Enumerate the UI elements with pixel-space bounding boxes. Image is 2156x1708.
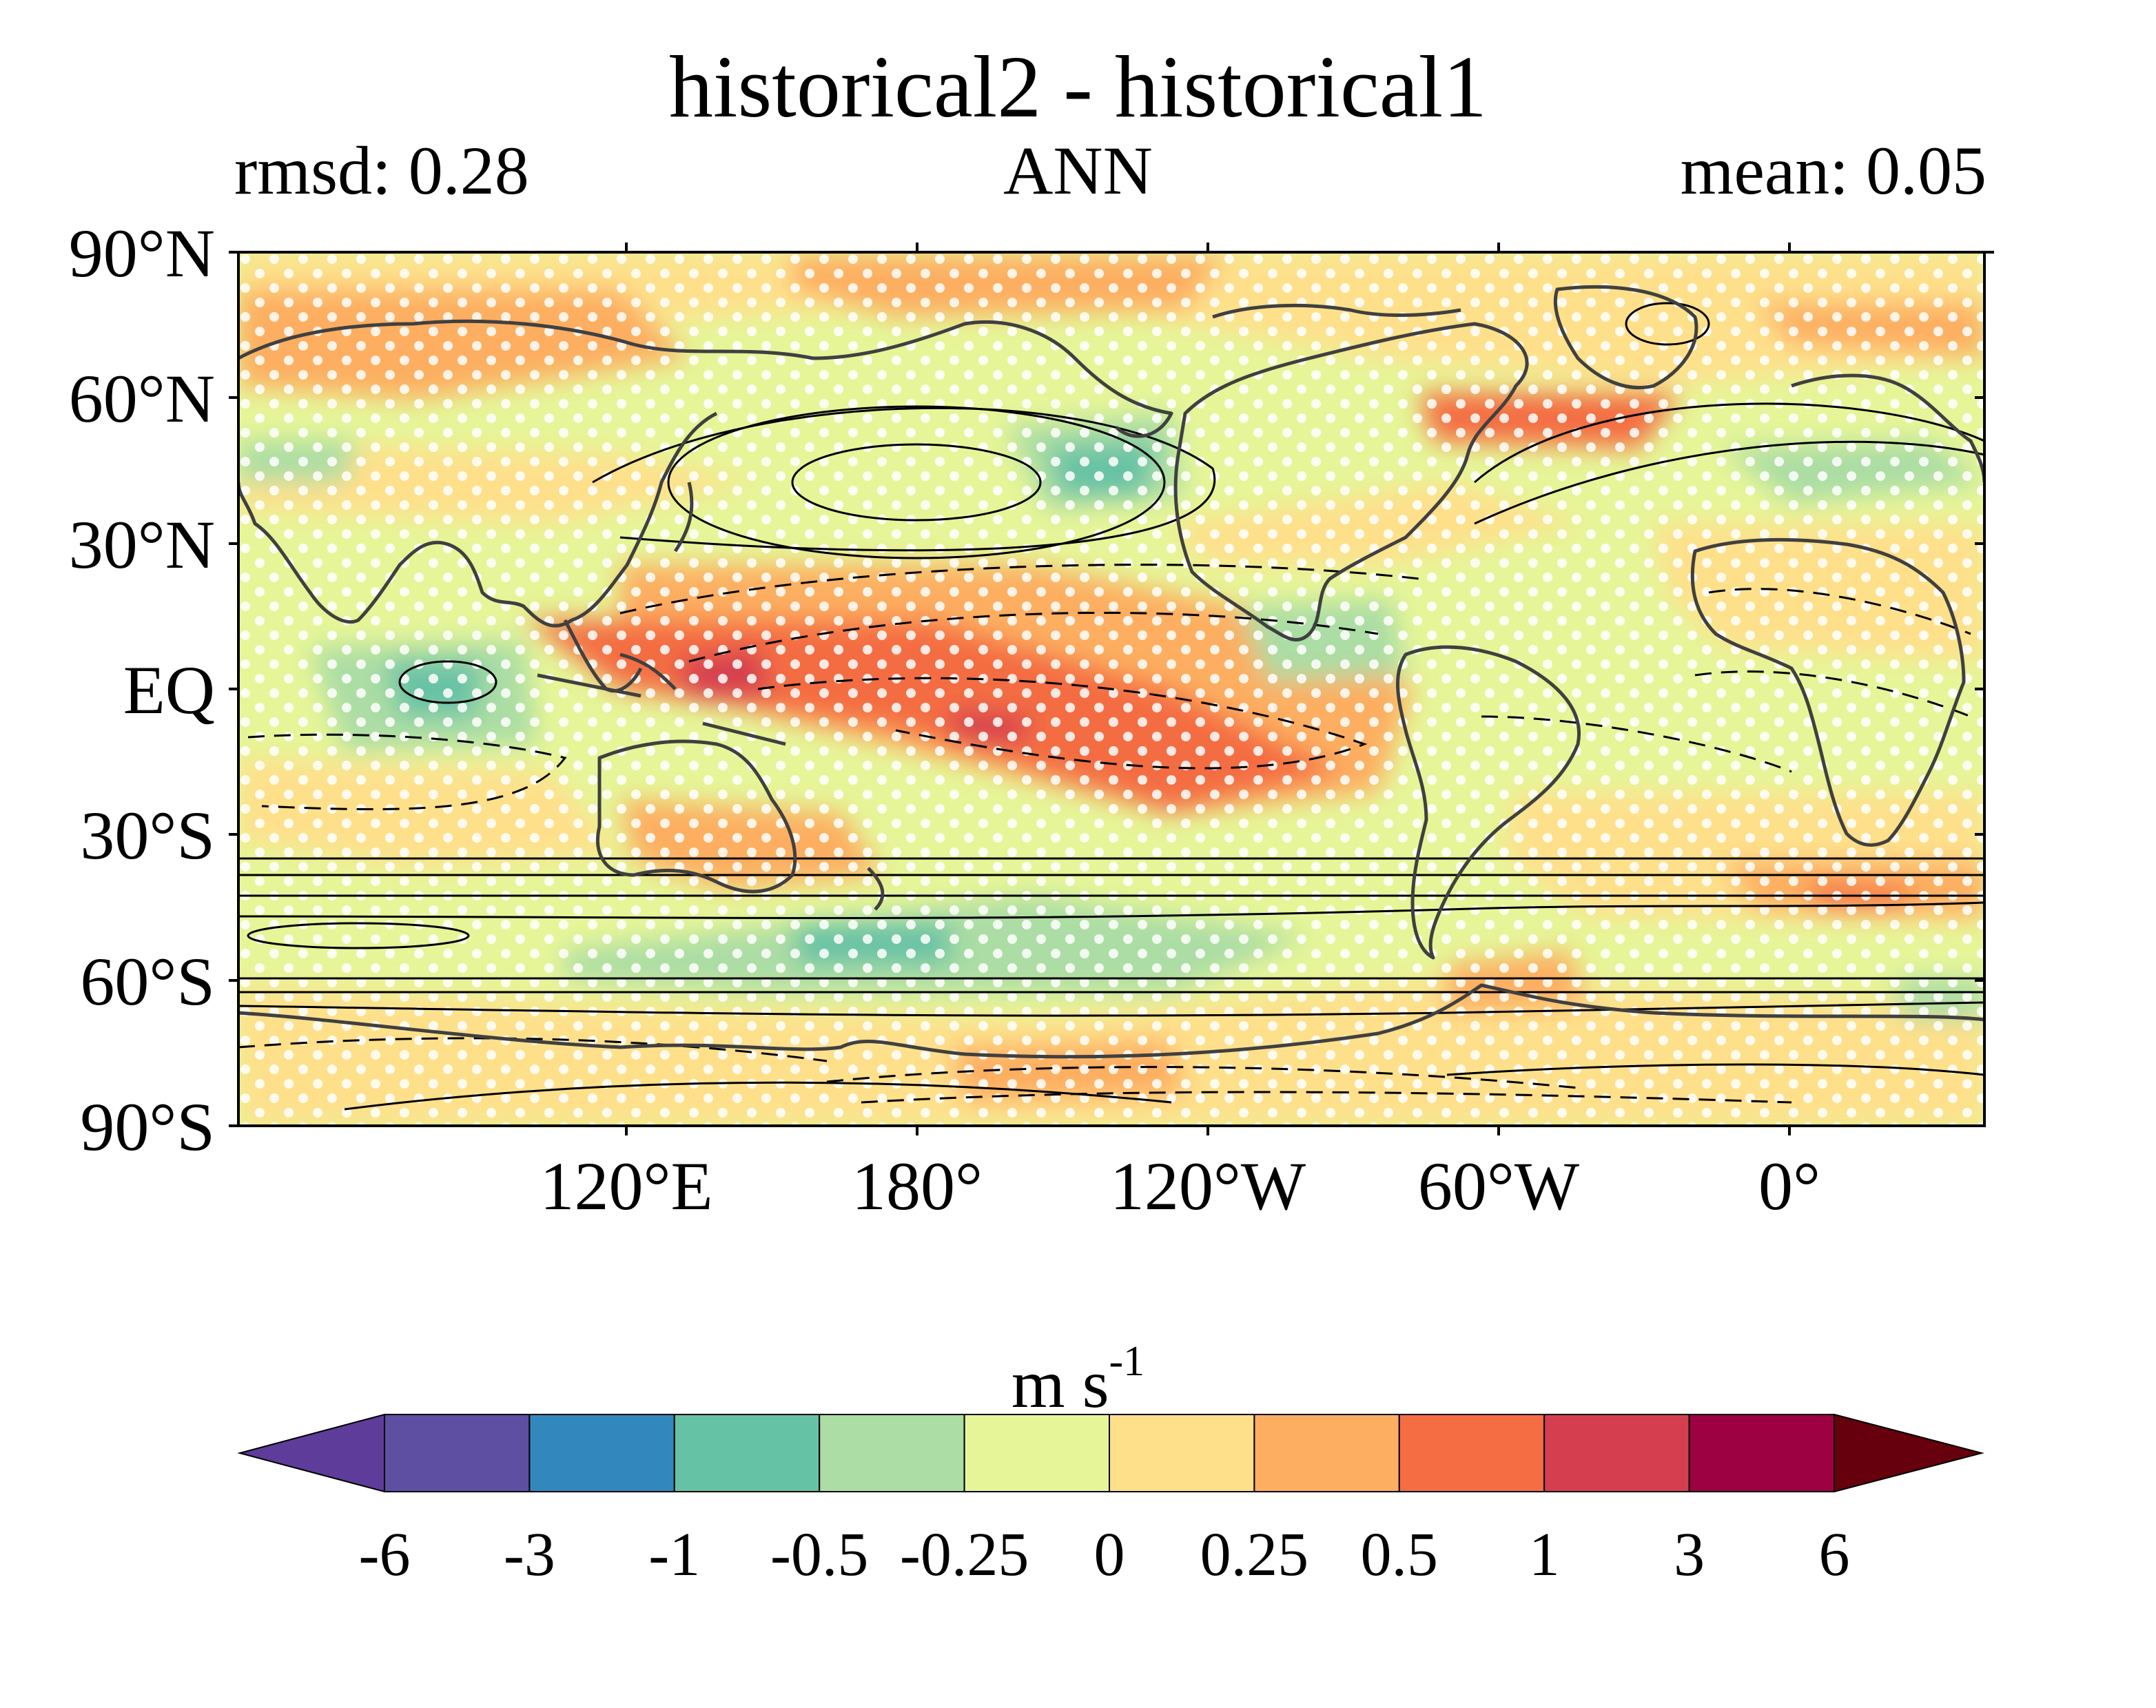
colorbar-extend-high <box>1834 1413 1984 1493</box>
lon-label-0: 0° <box>1758 1148 1820 1224</box>
negative-contour-lines <box>238 564 1971 1104</box>
colorbar-tick-label: -6 <box>358 1521 411 1589</box>
colorbar-segment <box>1253 1414 1400 1492</box>
lat-label-30s: 30°S <box>80 797 215 874</box>
lon-label-120e: 120°E <box>540 1148 713 1224</box>
colorbar-tick-label: -0.25 <box>899 1521 1029 1589</box>
lat-label-60n: 60°N <box>68 360 215 437</box>
colorbar-segment <box>384 1414 531 1492</box>
contour-lines <box>238 302 1984 1111</box>
lon-label-180: 180° <box>852 1148 983 1224</box>
colorbar-tick-label: -0.5 <box>770 1521 869 1589</box>
colorbar-segment <box>673 1414 821 1492</box>
plot-title: historical2 - historical1 <box>668 38 1488 136</box>
colorbar-segment <box>963 1414 1110 1492</box>
lat-label-eq: EQ <box>123 652 215 728</box>
colorbar-tick-label: 0 <box>1094 1521 1125 1589</box>
colorbar-segment <box>1688 1414 1836 1492</box>
lon-label-60w: 60°W <box>1417 1148 1580 1224</box>
colorbar-tick-label: 3 <box>1674 1521 1705 1589</box>
colorbar-tick-label: -3 <box>503 1521 555 1589</box>
colorbar-tick-label: 0.25 <box>1200 1521 1309 1589</box>
colorbar-units-exponent: -1 <box>1109 1338 1145 1385</box>
season-label: ANN <box>1003 132 1153 209</box>
colorbar-units: m s-1 <box>0 1340 2156 1419</box>
coastlines <box>238 285 1984 1059</box>
colorbar-extend-low <box>237 1413 385 1493</box>
colorbar-segment <box>1543 1414 1690 1492</box>
lon-label-120w: 120°W <box>1109 1148 1306 1224</box>
lat-label-60s: 60°S <box>80 943 215 1020</box>
colorbar-segment <box>1398 1414 1546 1492</box>
colorbar-tick-label: -1 <box>648 1521 701 1589</box>
mean-label: mean: 0.05 <box>1680 132 1986 209</box>
map-panel <box>238 252 1984 1126</box>
axis-ticks <box>229 243 1994 1135</box>
rmsd-label: rmsd: 0.28 <box>234 132 529 209</box>
colorbar-segment <box>528 1414 675 1492</box>
colorbar-units-base: m s <box>1011 1346 1109 1422</box>
colorbar-tick-label: 0.5 <box>1360 1521 1439 1589</box>
colorbar-segment <box>1109 1414 1255 1492</box>
colorbar-tick-label: 6 <box>1818 1521 1850 1589</box>
colorbar <box>237 1413 1984 1493</box>
lat-label-90n: 90°N <box>68 215 215 291</box>
lat-label-90s: 90°S <box>80 1089 215 1165</box>
colorbar-tick-label: 1 <box>1528 1521 1560 1589</box>
lat-label-30n: 30°N <box>68 506 215 583</box>
colorbar-segment <box>819 1414 965 1492</box>
